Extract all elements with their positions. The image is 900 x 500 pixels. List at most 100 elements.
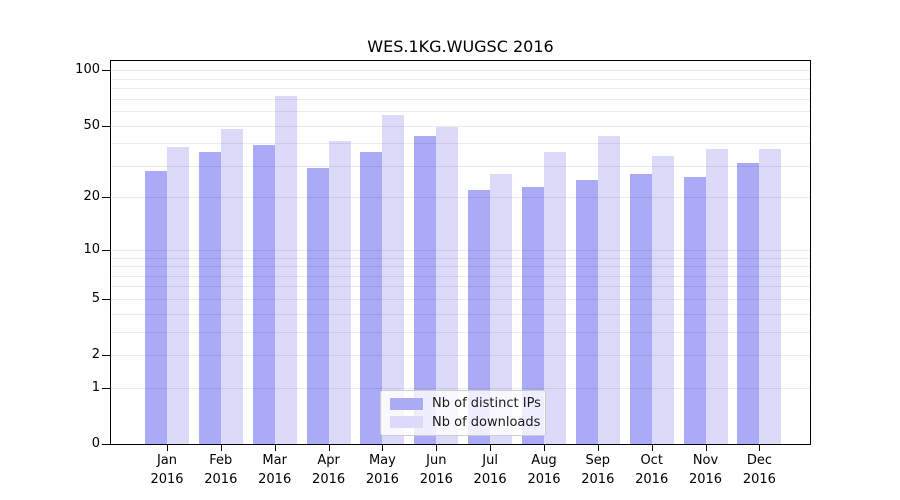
y-tick-mark (102, 444, 110, 445)
y-tick-mark (102, 125, 110, 127)
y-tick-label: 1 (91, 379, 100, 395)
x-tick-year: 2016 (635, 472, 669, 487)
y-gridline (111, 125, 810, 127)
y-tick-label: 20 (83, 189, 100, 205)
x-tick-label-apr: Apr 2016 (299, 451, 359, 489)
bar-distinct-ips-aug (521, 186, 544, 444)
x-tick-year: 2016 (258, 472, 292, 487)
plot-area: Nb of distinct IPs Nb of downloads (110, 60, 811, 445)
x-tick-month: Jun (426, 453, 447, 468)
x-tick-year: 2016 (365, 472, 399, 487)
x-tick-label-feb: Feb 2016 (191, 451, 251, 489)
x-tick-mark (759, 445, 761, 451)
x-tick-label-sep: Sep 2016 (568, 451, 628, 489)
x-tick-year: 2016 (473, 472, 507, 487)
y-gridline (111, 78, 810, 80)
x-tick-mark (436, 445, 438, 451)
y-gridline (111, 88, 810, 89)
x-tick-month: Nov (692, 453, 719, 468)
x-tick-year: 2016 (419, 472, 453, 487)
legend-label-downloads: Nb of downloads (432, 414, 541, 430)
x-tick-mark (544, 445, 545, 451)
bar-distinct-ips-jun (414, 135, 437, 444)
bar-distinct-ips-jan (145, 171, 167, 444)
x-tick-month: Apr (317, 453, 340, 468)
bar-distinct-ips-may (360, 151, 383, 444)
y-tick-mark (102, 355, 110, 356)
bar-distinct-ips-sep (575, 180, 598, 444)
x-tick-month: Feb (209, 453, 233, 468)
bar-downloads-feb (220, 128, 243, 444)
legend-swatch-distinct-ips (390, 397, 423, 410)
bar-downloads-dec (759, 149, 782, 444)
bar-downloads-jan (167, 147, 189, 444)
legend-label-distinct-ips: Nb of distinct IPs (432, 396, 541, 412)
y-tick-label: 0 (91, 436, 100, 451)
x-tick-year: 2016 (742, 472, 776, 487)
x-tick-label-dec: Dec 2016 (729, 451, 789, 489)
x-tick-month: May (368, 453, 396, 468)
x-tick-mark (382, 445, 384, 451)
x-tick-year: 2016 (204, 472, 238, 487)
x-tick-label-jul: Jul 2016 (460, 451, 520, 489)
legend-swatch-downloads (390, 416, 423, 429)
bar-distinct-ips-mar (252, 145, 275, 444)
x-tick-month: Dec (746, 453, 772, 468)
y-gridline (111, 98, 810, 100)
chart-title: WES.1KG.WUGSC 2016 (367, 37, 554, 56)
x-tick-label-jun: Jun 2016 (406, 451, 466, 489)
x-tick-year: 2016 (527, 472, 561, 487)
bar-distinct-ips-jul (468, 190, 491, 444)
bar-downloads-apr (328, 141, 351, 444)
x-tick-mark (490, 445, 492, 451)
x-tick-mark (328, 445, 330, 451)
bar-downloads-nov (705, 149, 728, 444)
bar-distinct-ips-dec (737, 163, 760, 444)
bar-distinct-ips-apr (306, 168, 329, 444)
y-gridline (111, 143, 810, 145)
legend: Nb of distinct IPs Nb of downloads (380, 390, 546, 436)
bar-downloads-mar (274, 96, 297, 444)
x-tick-label-oct: Oct 2016 (622, 451, 682, 489)
bar-downloads-sep (597, 135, 620, 444)
x-tick-mark (705, 445, 707, 451)
x-tick-year: 2016 (688, 472, 723, 487)
x-tick-month: Sep (585, 453, 611, 468)
bar-downloads-oct (651, 156, 674, 444)
bar-downloads-aug (543, 151, 566, 444)
x-tick-month: Aug (531, 453, 557, 468)
x-tick-mark (167, 445, 168, 451)
x-tick-label-mar: Mar 2016 (245, 451, 305, 489)
y-gridline (111, 110, 810, 112)
x-tick-label-aug: Aug 2016 (514, 451, 574, 489)
x-tick-mark (597, 445, 599, 451)
x-tick-label-jan: Jan 2016 (137, 451, 197, 489)
x-tick-mark (220, 445, 222, 451)
x-tick-month: Jul (482, 453, 498, 468)
y-tick-label: 50 (83, 117, 100, 133)
bar-distinct-ips-feb (198, 151, 221, 444)
y-tick-mark (102, 298, 110, 300)
x-tick-year: 2016 (581, 472, 615, 487)
bar-distinct-ips-oct (629, 174, 652, 444)
x-tick-label-may: May 2016 (352, 451, 412, 489)
x-tick-mark (651, 445, 653, 451)
y-tick-mark (102, 197, 110, 199)
y-tick-label: 100 (75, 62, 100, 78)
y-tick-mark (102, 387, 110, 389)
bar-downloads-may (382, 115, 405, 444)
x-tick-month: Mar (262, 453, 287, 468)
x-tick-year: 2016 (312, 472, 346, 487)
legend-item-downloads: Nb of downloads (390, 415, 540, 430)
y-tick-mark (102, 249, 110, 251)
bar-downloads-jun (436, 127, 459, 444)
bar-downloads-jul (490, 174, 513, 444)
x-tick-year: 2016 (150, 472, 184, 487)
y-tick-mark (102, 70, 110, 72)
y-tick-label: 5 (91, 290, 100, 306)
x-tick-month: Jan (156, 453, 178, 468)
x-tick-label-nov: Nov 2016 (676, 451, 736, 489)
y-tick-label: 2 (91, 347, 100, 362)
legend-item-distinct-ips: Nb of distinct IPs (390, 396, 541, 411)
